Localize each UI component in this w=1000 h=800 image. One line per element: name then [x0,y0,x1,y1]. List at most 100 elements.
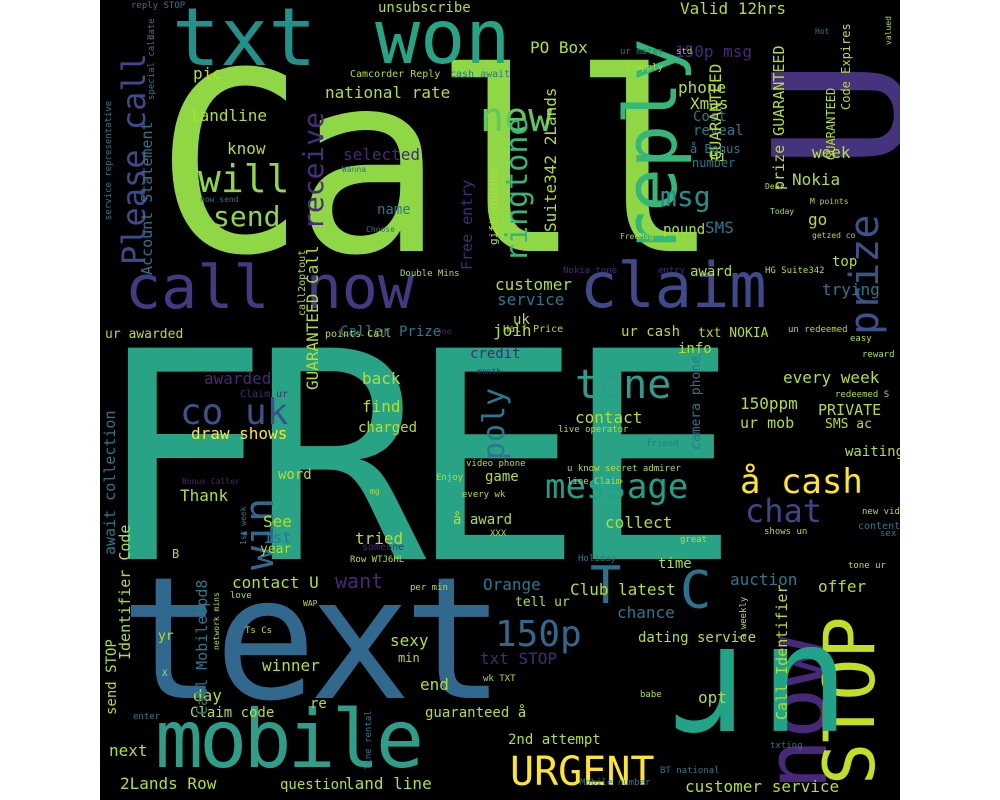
word: getzed co [812,231,856,240]
word: mobile [155,693,424,786]
word: line rental [364,710,374,770]
word: See [263,512,292,531]
word: SMS ac [825,417,872,432]
word: Account Statement [138,121,156,275]
word: HG Suite342 [765,266,825,276]
word: M points [810,197,849,206]
word: ur mob [740,414,795,432]
word: guaranteed å [425,705,527,721]
word: msg [660,180,711,213]
word: credit [470,346,521,362]
word: sexy [390,631,429,650]
word: Dear [765,182,785,191]
word: Code Expires [839,23,853,110]
word: poly [477,387,512,460]
word: send [213,200,281,233]
word: go [808,210,828,229]
word: 150p [495,614,582,655]
word: month [477,367,502,376]
word: Caller Prize [340,324,442,340]
word: txt NOKIA [698,326,769,341]
word: WAP [303,599,318,608]
word: sex [880,529,897,539]
word: Thank [180,486,229,505]
word: new [480,95,553,141]
word: chance [617,603,675,622]
word: special call [147,34,157,100]
word: C [680,561,712,621]
word: Camcorder Reply [350,69,441,80]
word: entry [658,266,686,276]
word: reward [862,350,895,360]
word: FREE [100,291,739,628]
word: reply STOP [131,1,186,11]
word: day [193,686,222,705]
word: offer [818,577,867,596]
word: join [493,321,532,340]
word: co uk [180,392,289,433]
word: babe [640,690,662,700]
word: 2nd attempt [508,732,601,748]
word: PRIVATE [818,401,882,419]
word: Club [570,580,609,599]
word: network mins [212,592,221,650]
word: GUARANTEED [824,87,838,160]
word: collect [605,513,673,532]
word: tried [355,529,404,548]
word: u know secret admirer [567,464,681,474]
word: award [690,264,733,280]
word: Hi [710,149,727,165]
word: å Bonus [690,142,741,156]
word: friend [646,439,679,449]
word: easy [850,334,872,344]
word: top [832,254,858,270]
word: 150ppm [740,394,798,413]
word: land line [345,774,432,793]
word: wk TXT [483,674,516,684]
word: phone [678,78,727,97]
word: 1st [263,528,292,547]
word: auction [730,570,798,589]
word: video phone [466,459,526,469]
word: charged [358,420,418,436]
word: min [398,651,420,665]
word: content [858,521,900,532]
word: question [280,777,348,793]
word: end [420,675,449,694]
word: await collection [101,410,119,556]
word: txting [770,741,803,751]
word: customer [495,275,573,294]
word: message [545,467,689,507]
word: Call Identifier [773,584,791,720]
word: won [375,0,511,81]
word: Today [770,207,795,216]
word: Bonus Caller [182,477,240,486]
word: redeemed S [835,390,890,400]
word: ur mates [620,47,664,57]
word: every wk [462,490,506,500]
word: Choose [366,225,395,234]
word: Wanna [342,165,367,174]
word: Half Price [503,324,564,335]
word: dating service [638,630,757,646]
word: camera phone [689,356,704,450]
word: XXX [490,529,507,539]
word: year [260,542,292,557]
word: B [172,547,180,561]
word: SMS [705,218,734,237]
word: opt [698,688,727,707]
word: now send [200,195,239,204]
word: number [692,156,736,170]
word: waiting [845,444,900,460]
word: time [658,556,692,572]
word: gift voucher [487,165,500,245]
word: Claim code [190,705,275,721]
word: back [362,369,401,388]
word: new video [862,507,900,517]
word: Valid 12hrs [680,0,786,18]
word: someone [362,542,405,553]
word: shows un [764,527,808,537]
word: receive [297,111,330,230]
word: URGENT [510,749,655,795]
